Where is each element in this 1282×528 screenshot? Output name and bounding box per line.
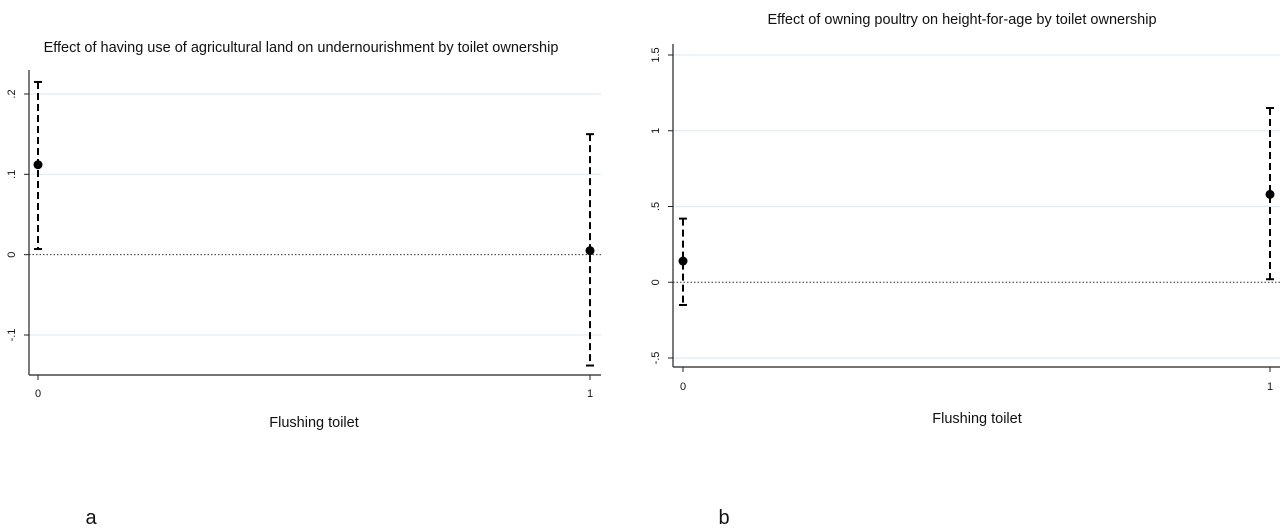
x-axis-label-a: Flushing toilet [269, 415, 358, 431]
y-tick-label: 0 [650, 279, 662, 285]
y-tick-label: -.1 [6, 329, 18, 342]
x-tick-label: 1 [1267, 381, 1273, 393]
y-tick-labels-b: 1.51.50-.5 [650, 47, 662, 364]
y-tick-label: -.5 [650, 352, 662, 365]
panel-label-b: b [718, 507, 729, 528]
point-estimate-marker [1265, 189, 1275, 199]
y-tick-label: 0 [6, 252, 18, 258]
axes-b [668, 44, 1280, 372]
chart-panel-a: Effect of having use of agricultural lan… [6, 40, 601, 528]
estimate-markers-b [678, 107, 1275, 306]
y-tick-labels-a: .2 .1 0 -.1 [6, 89, 18, 341]
gridlines-b [673, 54, 1280, 359]
y-tick-label: .1 [6, 170, 18, 179]
x-axis-label-b: Flushing toilet [932, 411, 1021, 427]
chart-title-a: Effect of having use of agricultural lan… [44, 40, 559, 56]
chart-panel-b: Effect of owning poultry on height-for-a… [650, 12, 1280, 528]
y-tick-label: 1.5 [650, 47, 662, 62]
axes-a [24, 70, 601, 380]
x-tick-label: 0 [680, 381, 686, 393]
gridlines-a [29, 93, 601, 336]
y-tick-label: .2 [6, 89, 18, 98]
point-estimate-marker [33, 160, 43, 170]
x-tick-label: 1 [587, 388, 593, 400]
estimate-markers-a [33, 80, 595, 367]
x-tick-label: 0 [35, 388, 41, 400]
y-tick-label: 1 [650, 128, 662, 134]
point-estimate-marker [585, 246, 595, 256]
y-tick-label: .5 [650, 202, 662, 211]
chart-title-b: Effect of owning poultry on height-for-a… [767, 12, 1156, 28]
panel-label-a: a [85, 507, 97, 528]
point-estimate-marker [678, 256, 688, 266]
